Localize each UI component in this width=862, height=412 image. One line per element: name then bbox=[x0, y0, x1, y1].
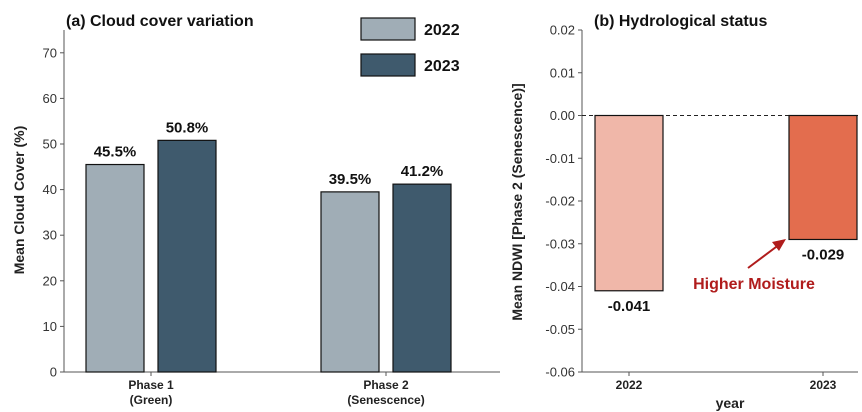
panel-a-bar-2022 bbox=[85, 163, 145, 373]
panel-b-y-tick-label: -0.02 bbox=[545, 194, 575, 209]
legend-label-2022: 2022 bbox=[424, 22, 460, 39]
panel-b-x-tick-label: 2023 bbox=[810, 378, 837, 392]
panel-b-bars: -0.041 -0.029 bbox=[594, 114, 858, 315]
panel-a-y-tick-label: 20 bbox=[43, 273, 57, 288]
panel-b-y-tick-label: 0.02 bbox=[550, 23, 575, 38]
panel-a-y-tick-label: 10 bbox=[43, 319, 57, 334]
panel-a-y-tick-label: 30 bbox=[43, 228, 57, 243]
panel-a-bar-2023 bbox=[392, 183, 452, 373]
panel-a-y-tick-label: 50 bbox=[43, 137, 57, 152]
panel-a-y-tick-label: 60 bbox=[43, 91, 57, 106]
panel-a-data-label: 39.5% bbox=[329, 171, 372, 188]
panel-a-data-label: 50.8% bbox=[166, 119, 209, 136]
panel-a-axes: 0 10 20 30 40 50 60 70 Phase 1 (Green) Phase 2 (Sen… bbox=[43, 30, 500, 407]
panel-a-bar-2023 bbox=[157, 139, 217, 373]
panel-a-y-tick-label: 40 bbox=[43, 182, 57, 197]
panel-a-bars: 45.5% 39.5% 50.8% 41.2% bbox=[85, 119, 452, 373]
panel-b-annotation-arrow-line bbox=[747, 243, 781, 269]
panel-a-cloud-cover: (a) Cloud cover variation Mean Cloud Cov… bbox=[11, 13, 500, 407]
panel-a-x-tick-label: Phase 2 (Senescence) bbox=[347, 378, 424, 407]
panel-b-data-label: -0.041 bbox=[608, 298, 651, 315]
panel-b-y-axis-label: Mean NDWI [Phase 2 (Senescence)] bbox=[509, 83, 525, 320]
legend-swatch-2022 bbox=[360, 17, 416, 41]
panel-b-y-tick-label: -0.04 bbox=[545, 279, 575, 294]
panel-b-bar-2023 bbox=[788, 114, 858, 241]
panel-b-annotation-arrow-head bbox=[772, 239, 786, 251]
panel-b-annotation-text: Higher Moisture bbox=[693, 276, 815, 293]
panel-b-y-tick-label: -0.06 bbox=[545, 365, 575, 380]
panel-a-y-axis-label: Mean Cloud Cover (%) bbox=[11, 126, 27, 275]
panel-a-x-tick-label: Phase 1 (Green) bbox=[128, 378, 174, 407]
panel-b-y-tick-label: -0.03 bbox=[545, 236, 575, 251]
legend-label-2023: 2023 bbox=[424, 58, 460, 75]
panel-b-annotation: Higher Moisture bbox=[693, 239, 815, 293]
legend-swatch-2023 bbox=[360, 53, 416, 77]
panel-a-bar-2022 bbox=[320, 191, 380, 373]
panel-b-x-axis-label: year bbox=[716, 395, 745, 411]
panel-b-hydrological-status: (b) Hydrological status Mean NDWI [Phase… bbox=[509, 13, 858, 411]
panel-a-legend: 2022 2023 bbox=[360, 17, 460, 77]
panel-a-data-label: 45.5% bbox=[94, 144, 137, 161]
panel-b-y-tick-label: 0.00 bbox=[550, 108, 575, 123]
panel-b-x-tick-label: 2022 bbox=[616, 378, 643, 392]
panel-b-y-tick-label: -0.05 bbox=[545, 322, 575, 337]
panel-a-data-label: 41.2% bbox=[401, 163, 444, 180]
panel-b-bar-2022 bbox=[594, 114, 664, 292]
panel-a-y-tick-label: 0 bbox=[50, 365, 57, 380]
panel-a-y-tick-label: 70 bbox=[43, 45, 57, 60]
panel-b-title: (b) Hydrological status bbox=[594, 13, 767, 30]
panel-b-y-tick-label: -0.01 bbox=[545, 151, 575, 166]
panel-b-y-tick-label: 0.01 bbox=[550, 65, 575, 80]
panel-a-title: (a) Cloud cover variation bbox=[66, 13, 254, 30]
panel-b-data-label: -0.029 bbox=[802, 246, 845, 263]
